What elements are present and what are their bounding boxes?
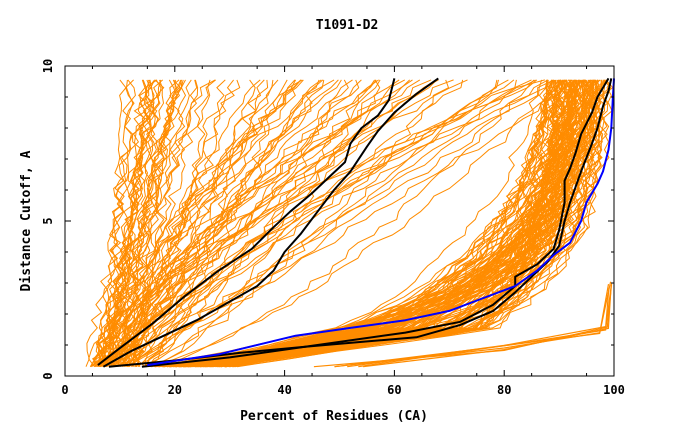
axis-ticks: 0 20 40 60 80 100 0 5 10 <box>41 59 625 397</box>
model-curve <box>187 79 578 368</box>
x-axis-label: Percent of Residues (CA) <box>240 409 428 424</box>
model-curve <box>334 284 612 368</box>
model-curve <box>121 79 536 367</box>
y-tick-label: 0 <box>41 372 55 379</box>
model-curve <box>228 79 594 368</box>
highlighted-curve-1 <box>102 77 439 368</box>
model-curve <box>188 79 598 368</box>
highlighted-curves-layer <box>97 77 615 368</box>
model-curve <box>128 79 342 367</box>
model-curve <box>187 79 569 368</box>
model-curve <box>162 79 535 368</box>
model-curve <box>121 79 464 368</box>
model-curve <box>145 79 543 368</box>
model-curve <box>149 79 450 368</box>
model-curve <box>121 79 182 367</box>
highlighted-curve-5 <box>147 78 615 367</box>
model-curve <box>144 79 265 367</box>
model-curve <box>99 79 155 367</box>
model-curve <box>94 79 538 368</box>
y-tick-label: 10 <box>41 59 55 73</box>
model-curve <box>179 79 612 368</box>
model-curve <box>232 79 550 368</box>
model-curve <box>177 79 614 368</box>
model-curve <box>132 79 360 367</box>
model-curve <box>94 79 178 367</box>
model-curve <box>123 79 217 367</box>
y-axis-label: Distance Cutoff, A <box>19 150 34 291</box>
model-curve <box>113 79 554 368</box>
x-tick-label: 80 <box>497 383 511 397</box>
model-curve <box>156 79 567 368</box>
model-curve <box>166 79 605 368</box>
highlighted-curve-4 <box>141 77 610 368</box>
model-curve <box>109 79 147 367</box>
y-tick-label: 5 <box>41 217 55 224</box>
model-curve <box>108 79 127 368</box>
x-tick-label: 0 <box>61 383 68 397</box>
model-curve <box>188 79 578 368</box>
model-curve <box>121 79 439 367</box>
x-tick-label: 20 <box>168 383 182 397</box>
highlighted-curve-2 <box>97 78 396 366</box>
model-curve <box>153 79 381 368</box>
chart-title: T1091-D2 <box>316 18 379 33</box>
x-tick-label: 60 <box>387 383 401 397</box>
model-curve <box>117 79 162 368</box>
model-curve <box>135 79 499 368</box>
model-curve <box>206 79 589 368</box>
model-curve <box>126 79 320 367</box>
model-curve <box>130 79 279 367</box>
model-curve <box>98 79 136 368</box>
model-curve <box>347 287 610 368</box>
model-curve <box>95 79 216 367</box>
model-curve <box>166 79 573 368</box>
model-curve <box>210 79 566 368</box>
model-curve <box>125 79 304 367</box>
model-curve <box>102 79 269 367</box>
model-curve <box>183 79 594 368</box>
model-curve <box>99 79 183 367</box>
x-tick-label: 40 <box>277 383 291 397</box>
model-curve <box>185 79 596 368</box>
model-curve <box>145 79 288 367</box>
model-curve <box>91 79 162 368</box>
model-curve <box>175 79 603 368</box>
model-curve <box>108 79 184 368</box>
x-tick-label: 100 <box>603 383 625 397</box>
model-curve <box>224 79 578 368</box>
model-curve <box>135 79 532 367</box>
model-curve <box>145 79 509 367</box>
model-curve <box>163 79 549 368</box>
